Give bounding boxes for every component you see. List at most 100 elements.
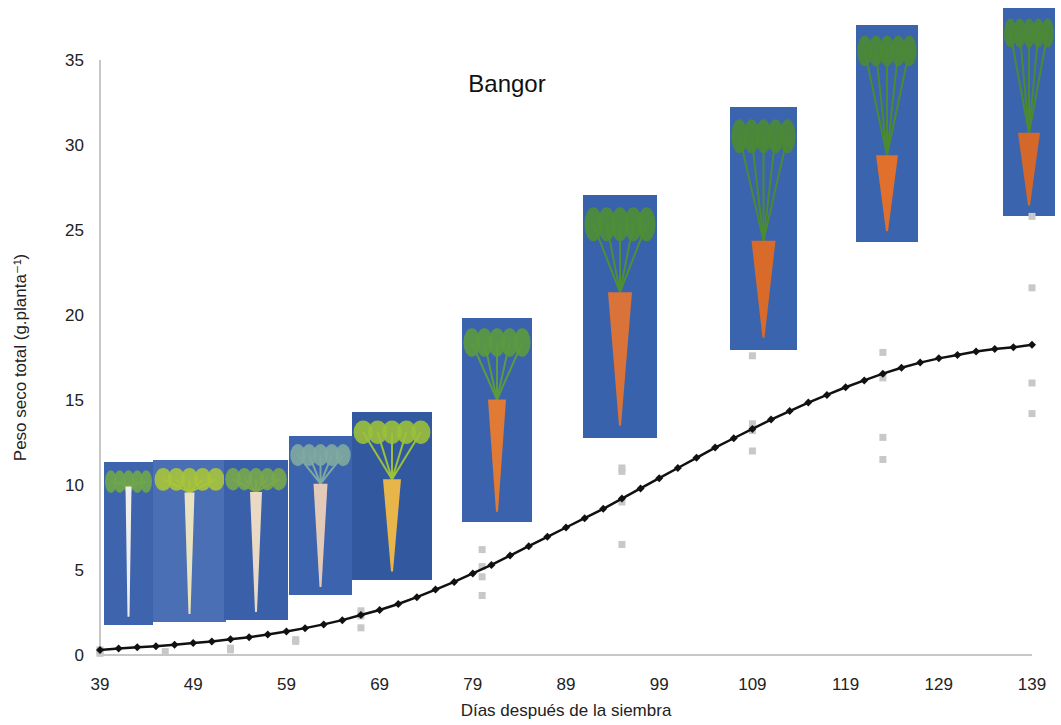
leaf xyxy=(1041,18,1053,47)
fitted-marker xyxy=(786,407,794,415)
stem xyxy=(887,51,898,155)
x-axis-title: Días después de la siembra xyxy=(461,701,672,720)
photo-background xyxy=(289,436,352,595)
observed-point xyxy=(292,636,299,643)
fitted-marker xyxy=(189,639,197,647)
observed-point xyxy=(1029,284,1036,291)
fitted-marker xyxy=(972,348,980,356)
fitted-marker xyxy=(208,637,216,645)
fitted-marker xyxy=(692,454,700,462)
leaf xyxy=(411,420,430,444)
fitted-marker xyxy=(674,464,682,472)
leaf xyxy=(140,470,152,493)
photos xyxy=(104,8,1055,625)
observed-point xyxy=(479,592,486,599)
fitted-marker xyxy=(916,359,924,367)
fitted-marker xyxy=(711,444,719,452)
x-tick-label: 39 xyxy=(91,675,110,694)
photo-background xyxy=(583,195,657,438)
carrot-photo xyxy=(153,460,226,622)
stem xyxy=(1029,33,1038,133)
fitted-marker xyxy=(115,645,123,653)
fitted-marker xyxy=(991,345,999,353)
carrot-photo xyxy=(224,460,288,620)
observed-point xyxy=(479,573,486,580)
x-tick-label: 129 xyxy=(925,675,953,694)
y-tick-label: 0 xyxy=(75,646,84,665)
photo-background xyxy=(224,460,288,620)
fitted-marker xyxy=(338,616,346,624)
fitted-marker xyxy=(860,376,868,384)
y-tick-label: 20 xyxy=(65,306,84,325)
fitted-marker xyxy=(935,354,943,362)
x-tick-label: 109 xyxy=(738,675,766,694)
fitted-marker xyxy=(599,505,607,513)
fitted-marker xyxy=(282,628,290,636)
x-tick-label: 79 xyxy=(463,675,482,694)
fitted-marker xyxy=(245,633,253,641)
observed-point xyxy=(162,648,169,655)
root xyxy=(314,484,328,587)
root xyxy=(876,155,898,231)
y-tick-label: 25 xyxy=(65,221,84,240)
y-axis-title: Peso seco total (g.planta⁻¹) xyxy=(11,254,30,461)
leaf xyxy=(514,328,531,357)
carrot-photo xyxy=(730,107,797,350)
fitted-line xyxy=(100,345,1032,650)
carrot-photo xyxy=(583,195,657,438)
observed-point xyxy=(879,349,886,356)
y-axis xyxy=(99,60,101,655)
y-tick-label: 10 xyxy=(65,476,84,495)
root xyxy=(250,492,262,612)
fitted-marker xyxy=(376,606,384,614)
x-tick-label: 49 xyxy=(184,675,203,694)
plot-data xyxy=(96,213,1036,657)
stem xyxy=(1020,33,1029,133)
fitted-marker xyxy=(413,593,421,601)
leaf xyxy=(271,468,286,490)
fitted-marker xyxy=(842,383,850,391)
root xyxy=(1018,133,1040,206)
carrot-photo xyxy=(462,318,532,522)
observed-point xyxy=(97,646,104,653)
fitted-marker xyxy=(226,635,234,643)
photo-background xyxy=(104,462,153,625)
observed-point xyxy=(357,624,364,631)
root xyxy=(383,479,401,571)
observed-point xyxy=(1029,213,1036,220)
fitted-marker xyxy=(748,425,756,433)
photo-background xyxy=(730,107,797,350)
fitted-marker xyxy=(506,552,514,560)
fitted-marker xyxy=(618,495,626,503)
fitted-marker xyxy=(655,474,663,482)
photo-background xyxy=(462,318,532,522)
fitted-marker xyxy=(264,631,272,639)
observed-point xyxy=(749,352,756,359)
fitted-marker xyxy=(432,586,440,594)
fitted-marker xyxy=(152,642,160,650)
photo-background xyxy=(1003,8,1055,216)
leaf xyxy=(902,36,917,66)
leaf xyxy=(207,468,225,491)
y-tick-label: 30 xyxy=(65,136,84,155)
fitted-marker xyxy=(804,399,812,407)
fitted-marker xyxy=(953,351,961,359)
carrot-photo xyxy=(289,436,352,595)
stem xyxy=(876,51,887,155)
carrot-photo xyxy=(104,462,153,625)
fitted-marker xyxy=(898,364,906,372)
x-tick-label: 139 xyxy=(1018,675,1046,694)
fitted-marker xyxy=(320,620,328,628)
fitted-marker xyxy=(133,643,141,651)
fitted-marker xyxy=(1009,343,1017,351)
root xyxy=(488,400,506,512)
fitted-marker xyxy=(767,416,775,424)
observed-point xyxy=(879,456,886,463)
y-tick-label: 35 xyxy=(65,51,84,70)
fitted-marker xyxy=(450,578,458,586)
fitted-marker xyxy=(487,561,495,569)
stem xyxy=(865,51,887,155)
y-tick-label: 5 xyxy=(75,561,84,580)
root xyxy=(126,486,132,616)
photo-background xyxy=(856,25,918,242)
